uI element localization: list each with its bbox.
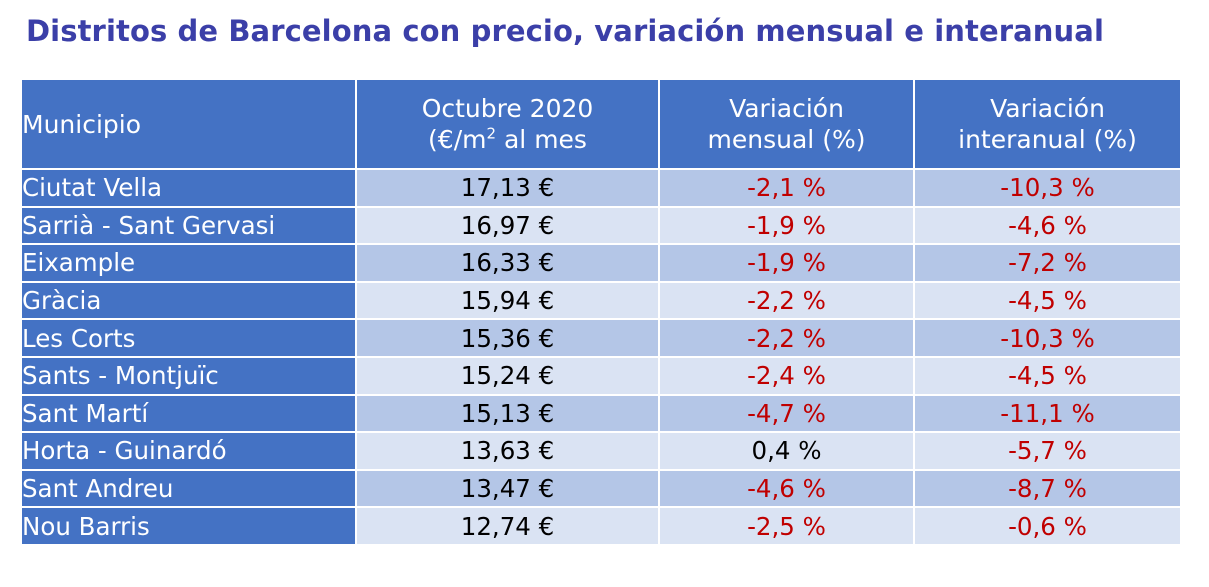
cell-mensual: -2,2 % [659, 280, 915, 320]
cell-interanual: -7,2 % [914, 243, 1180, 282]
header-precio: Octubre 2020 (€/m2 al mes [356, 80, 660, 169]
cell-precio: 16,97 € [356, 205, 660, 245]
table-row: Nou Barris 12,74 € -2,5 % -0,6 % [22, 506, 1180, 544]
cell-precio: 15,13 € [356, 393, 660, 433]
table-row: Sant Andreu 13,47 € -4,6 % -8,7 % [22, 468, 1180, 508]
cell-municipio: Sants - Montjuïc [22, 355, 357, 395]
cell-municipio: Ciutat Vella [22, 168, 357, 207]
header-precio-line1: Octubre 2020 [421, 94, 594, 123]
table-row: Sants - Montjuïc 15,24 € -2,4 % -4,5 % [22, 355, 1180, 395]
cell-precio: 15,94 € [356, 280, 660, 320]
cell-precio: 13,63 € [356, 431, 660, 470]
header-municipio: Municipio [22, 80, 357, 169]
header-interanual-line2: interanual (%) [958, 125, 1137, 154]
cell-municipio: Horta - Guinardó [22, 431, 357, 470]
cell-municipio: Sant Andreu [22, 468, 357, 508]
cell-precio: 16,33 € [356, 243, 660, 282]
cell-interanual: -4,5 % [914, 355, 1180, 395]
header-interanual: Variación interanual (%) [914, 80, 1180, 169]
districts-price-table: Municipio Octubre 2020 (€/m2 al mes Vari… [22, 80, 1180, 544]
header-mensual-line2: mensual (%) [707, 125, 866, 154]
header-mensual-line1: Variación [729, 94, 844, 123]
cell-precio: 12,74 € [356, 506, 660, 544]
cell-precio: 17,13 € [356, 168, 660, 207]
cell-mensual: -2,5 % [659, 506, 915, 544]
header-mensual: Variación mensual (%) [659, 80, 915, 169]
cell-interanual: -11,1 % [914, 393, 1180, 433]
cell-interanual: -5,7 % [914, 431, 1180, 470]
table-row: Eixample 16,33 € -1,9 % -7,2 % [22, 243, 1180, 282]
cell-municipio: Les Corts [22, 318, 357, 357]
page-title: Distritos de Barcelona con precio, varia… [26, 14, 1104, 48]
cell-interanual: -0,6 % [914, 506, 1180, 544]
table-row: Horta - Guinardó 13,63 € 0,4 % -5,7 % [22, 431, 1180, 470]
table-row: Gràcia 15,94 € -2,2 % -4,5 % [22, 280, 1180, 320]
cell-municipio: Sant Martí [22, 393, 357, 433]
cell-mensual: -1,9 % [659, 243, 915, 282]
cell-precio: 13,47 € [356, 468, 660, 508]
cell-mensual: -4,7 % [659, 393, 915, 433]
cell-interanual: -10,3 % [914, 168, 1180, 207]
cell-municipio: Gràcia [22, 280, 357, 320]
cell-mensual: 0,4 % [659, 431, 915, 470]
table-row: Sant Martí 15,13 € -4,7 % -11,1 % [22, 393, 1180, 433]
cell-interanual: -4,5 % [914, 280, 1180, 320]
table-row: Sarrià - Sant Gervasi 16,97 € -1,9 % -4,… [22, 205, 1180, 245]
table-row: Les Corts 15,36 € -2,2 % -10,3 % [22, 318, 1180, 357]
table-header-row: Municipio Octubre 2020 (€/m2 al mes Vari… [22, 80, 1180, 169]
cell-precio: 15,36 € [356, 318, 660, 357]
cell-municipio: Sarrià - Sant Gervasi [22, 205, 357, 245]
cell-mensual: -2,4 % [659, 355, 915, 395]
header-precio-unit-suffix: al mes [496, 125, 587, 154]
cell-interanual: -10,3 % [914, 318, 1180, 357]
header-precio-unit-prefix: (€/m [428, 125, 487, 154]
header-interanual-line1: Variación [990, 94, 1105, 123]
cell-mensual: -2,2 % [659, 318, 915, 357]
table-row: Ciutat Vella 17,13 € -2,1 % -10,3 % [22, 168, 1180, 207]
cell-municipio: Nou Barris [22, 506, 357, 544]
cell-precio: 15,24 € [356, 355, 660, 395]
cell-mensual: -1,9 % [659, 205, 915, 245]
cell-interanual: -4,6 % [914, 205, 1180, 245]
cell-mensual: -4,6 % [659, 468, 915, 508]
cell-interanual: -8,7 % [914, 468, 1180, 508]
cell-mensual: -2,1 % [659, 168, 915, 207]
cell-municipio: Eixample [22, 243, 357, 282]
header-precio-unit-exponent: 2 [486, 124, 497, 143]
